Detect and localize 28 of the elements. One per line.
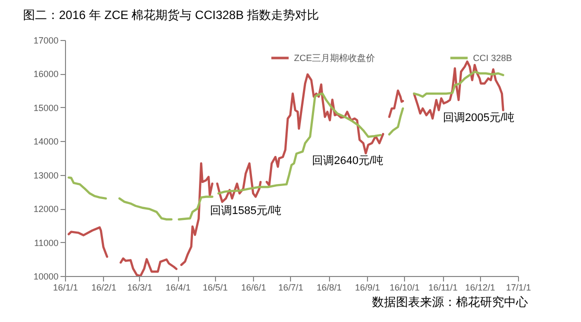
x-tick-label: 16/12/1 — [465, 282, 496, 292]
legend-label: ZCE三月期棉收盘价 — [294, 53, 375, 63]
x-tick-label: 16/1/1 — [52, 282, 78, 292]
y-tick-label: 15000 — [33, 102, 58, 113]
x-tick-label: 16/11/1 — [428, 282, 458, 292]
chart-title: 图二：2016 年 ZCE 棉花期货与 CCI328B 指数走势对比 — [23, 8, 320, 22]
y-tick-label: 10000 — [33, 272, 58, 282]
legend-label: CCI 328B — [473, 53, 512, 63]
x-tick-label: 16/10/1 — [390, 282, 420, 292]
x-tick-label: 16/5/1 — [202, 282, 228, 292]
x-tick-label: 16/8/1 — [316, 282, 342, 292]
annotation: 回调1585元/吨 — [210, 204, 282, 217]
x-tick-label: 16/9/1 — [354, 282, 380, 292]
x-tick-label: 16/6/1 — [241, 282, 266, 292]
annotation: 回调2640元/吨 — [312, 154, 384, 167]
annotation: 回调2005元/吨 — [443, 111, 515, 124]
text: 数据图表来源：棉花研究中心 — [372, 295, 528, 309]
x-tick-label: 16/7/1 — [278, 282, 304, 292]
y-tick-label: 16000 — [33, 69, 58, 80]
y-tick-label: 12000 — [33, 204, 58, 214]
x-tick-label: 16/3/1 — [127, 282, 152, 292]
y-tick-label: 14000 — [33, 136, 58, 147]
x-tick-label: 16/2/1 — [91, 282, 116, 292]
y-tick-label: 11000 — [34, 238, 58, 248]
y-tick-label: 13000 — [33, 170, 58, 180]
y-tick-label: 17000 — [33, 36, 58, 46]
x-tick-label: 16/4/1 — [166, 282, 191, 292]
x-tick-label: 17/1/1 — [506, 282, 532, 292]
